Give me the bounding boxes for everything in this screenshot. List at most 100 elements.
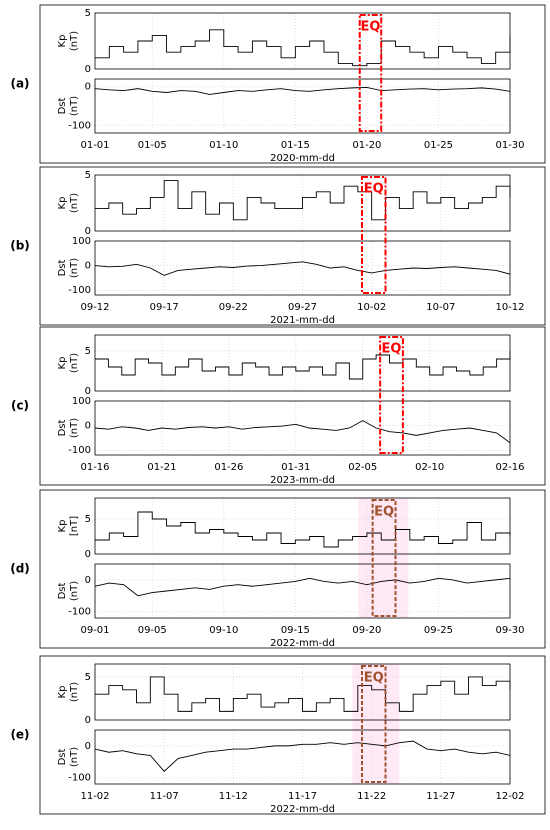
y-axis-label: (nT) [69,418,80,438]
x-tick-label: 10-07 [426,302,455,313]
eq-box [358,14,383,132]
x-tick-label: 01-16 [80,462,109,473]
panel-label: (c) [11,399,29,413]
x-tick-label: 10-12 [495,302,524,313]
panel-label: (b) [10,239,30,253]
x-tick-label: 11-22 [357,791,386,802]
axes-frame [94,497,511,555]
panel-label: (e) [10,728,29,742]
dst-line [94,740,511,772]
y-axis-label: Dst [57,583,68,600]
y-tick-label: -100 [68,120,91,131]
y-axis-label: Kp [57,357,68,370]
x-tick-label: 01-25 [424,140,453,151]
dst-line [94,577,511,597]
x-tick-label: 09-30 [495,625,524,636]
kp-line [95,511,511,548]
y-axis-label: (nT) [69,96,80,116]
x-tick-label: 09-12 [80,302,109,313]
y-tick-label: 0 [85,575,91,586]
axes-frame [94,663,511,721]
x-tick-label: 01-30 [495,140,524,151]
x-tick-label: 01-01 [80,140,109,151]
eq-annotation: EQ [361,20,381,35]
y-tick-label: 0 [85,386,91,397]
y-axis-label: Kp [57,35,68,48]
y-axis-label: Kp [57,520,68,533]
y-axis-label: [nT] [69,516,80,536]
y-axis-label: Dst [57,420,68,437]
x-tick-label: 09-10 [209,625,238,636]
x-tick-label: 01-21 [147,462,176,473]
x-tick-label: 09-15 [281,625,310,636]
x-tick-label: 01-20 [352,140,381,151]
y-axis-label: Dst [57,260,68,277]
y-tick-label: 100 [72,236,91,247]
y-axis-label: Kp [57,686,68,699]
eq-box [360,176,387,294]
panel-label: (a) [10,77,29,91]
kp-line [95,676,511,712]
x-tick-label: 09-17 [150,302,179,313]
x-tick-label: 09-05 [138,625,167,636]
y-axis-label: (nT) [69,682,80,702]
y-tick-label: 0 [85,421,91,432]
dst-line [94,420,511,444]
x-axis-label: 2021-mm-dd [270,315,335,326]
x-tick-label: 11-07 [150,791,179,802]
x-tick-label: 11-12 [219,791,248,802]
axes-frame [94,78,511,134]
x-tick-label: 09-20 [352,625,381,636]
x-tick-label: 01-10 [209,140,238,151]
axes-frame [94,240,511,296]
y-tick-label: 5 [85,514,91,525]
y-tick-label: 5 [85,346,91,357]
x-tick-label: 01-26 [214,462,243,473]
x-tick-label: 12-02 [495,791,524,802]
y-tick-label: 100 [72,396,91,407]
y-tick-label: 0 [85,549,91,560]
x-tick-label: 09-27 [288,302,317,313]
panel-label: (d) [10,562,30,576]
y-axis-label: Dst [57,749,68,766]
axes-frame [94,729,511,785]
y-tick-label: 5 [85,170,91,181]
y-axis-label: (nT) [69,581,80,601]
x-tick-label: 11-27 [426,791,455,802]
axes-frame [94,400,511,456]
x-tick-label: 02-16 [495,462,524,473]
x-tick-label: 11-17 [288,791,317,802]
panel-frame [39,655,546,815]
y-tick-label: 5 [85,8,91,19]
eq-annotation: EQ [364,671,384,686]
kp-line [95,180,511,221]
y-tick-label: 0 [85,741,91,752]
y-tick-label: -100 [68,773,91,784]
dst-line [94,87,511,95]
y-axis-label: (nT) [69,747,80,767]
y-axis-label: (nT) [69,193,80,213]
y-tick-label: -100 [68,285,91,296]
kp-line [95,351,511,380]
y-tick-label: 5 [85,672,91,683]
y-axis-label: (nT) [69,353,80,373]
axes-frame [94,12,511,70]
eq-box [371,499,397,617]
x-tick-label: 02-10 [415,462,444,473]
x-tick-label: 01-15 [281,140,310,151]
x-tick-label: 01-31 [281,462,310,473]
eq-box [360,665,387,783]
axes-frame [94,174,511,232]
panel-frame [39,4,546,164]
dst-line [94,261,511,276]
x-tick-label: 09-22 [219,302,248,313]
panel-frame [39,166,546,326]
x-axis-label: 2022-mm-dd [270,638,335,649]
eq-box [379,336,404,454]
x-tick-label: 10-02 [357,302,386,313]
eq-annotation: EQ [364,182,384,197]
panel-frame [39,326,546,486]
y-tick-label: 0 [85,261,91,272]
y-tick-label: -100 [68,607,91,618]
axes-frame [94,334,511,392]
